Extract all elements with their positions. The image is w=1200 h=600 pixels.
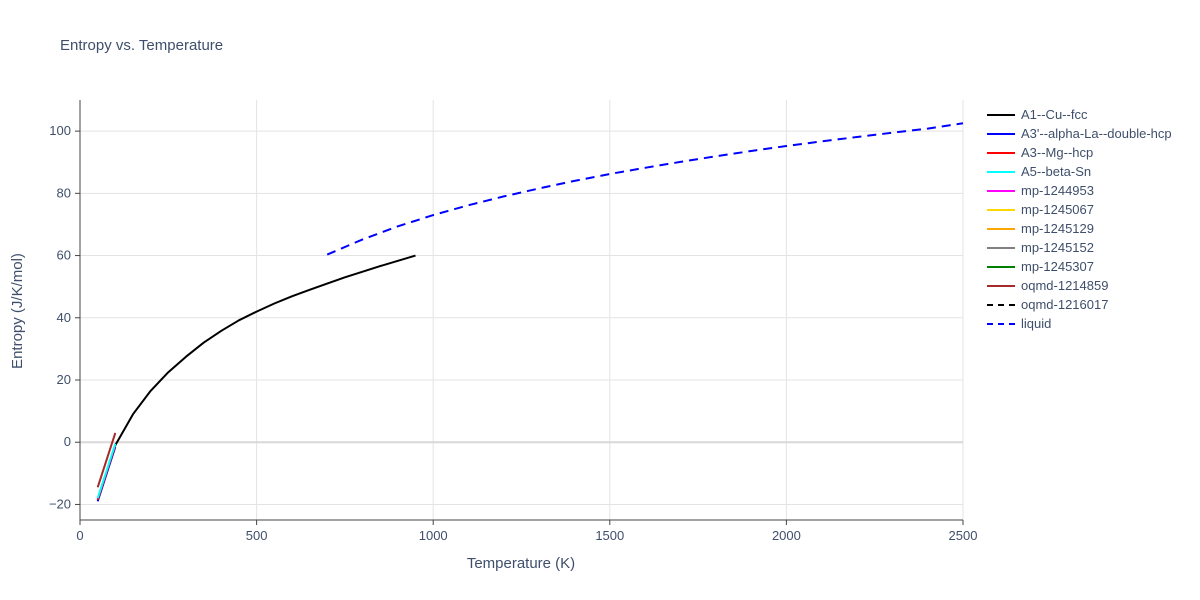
chart-title: Entropy vs. Temperature [60, 37, 223, 54]
y-axis-label: Entropy (J/K/mol) [9, 253, 26, 369]
series-line-A1--Cu--fcc [114, 254, 416, 446]
legend-entry: mp-1245129 [1021, 221, 1094, 236]
legend-entry: oqmd-1216017 [1021, 297, 1108, 312]
series-layer [96, 122, 964, 502]
y-tick-label: 80 [57, 185, 71, 200]
grid [80, 100, 964, 520]
legend-entry: mp-1244953 [1021, 183, 1094, 198]
legend-entry: A5--beta-Sn [1021, 164, 1091, 179]
legend-entry: liquid [1021, 316, 1051, 331]
y-tick-label: −20 [49, 496, 71, 511]
legend-entry: A3--Mg--hcp [1021, 145, 1093, 160]
legend-entry: A1--Cu--fcc [1021, 107, 1088, 122]
series-line-oqmd-1214859 [96, 432, 117, 488]
legend-entry: mp-1245307 [1021, 259, 1094, 274]
series-line-liquid [326, 122, 964, 256]
legend-entry: mp-1245152 [1021, 240, 1094, 255]
x-tick-label: 500 [246, 528, 268, 543]
legend-entry: oqmd-1214859 [1021, 278, 1108, 293]
x-axis-label: Temperature (K) [467, 555, 575, 572]
y-tick-label: 100 [49, 123, 71, 138]
tick-labels: 0 500 1000 1500 2000 2500 −20 0 20 40 60 80 100 [49, 123, 978, 543]
y-tick-label: 60 [57, 248, 71, 263]
x-tick-label: 2000 [772, 528, 801, 543]
x-tick-label: 1000 [419, 528, 448, 543]
y-tick-label: 0 [64, 434, 71, 449]
x-tick-label: 0 [76, 528, 83, 543]
series-line-A5--beta-Sn [96, 443, 117, 499]
legend: A1--Cu--fcc A3'--alpha-La--double-hcp A3--… [987, 107, 1172, 331]
y-tick-label: 20 [57, 372, 71, 387]
legend-entry: A3'--alpha-La--double-hcp [1021, 126, 1172, 141]
axes [75, 100, 964, 525]
x-tick-label: 2500 [949, 528, 978, 543]
y-tick-label: 40 [57, 310, 71, 325]
legend-entry: mp-1245067 [1021, 202, 1094, 217]
x-tick-label: 1500 [595, 528, 624, 543]
